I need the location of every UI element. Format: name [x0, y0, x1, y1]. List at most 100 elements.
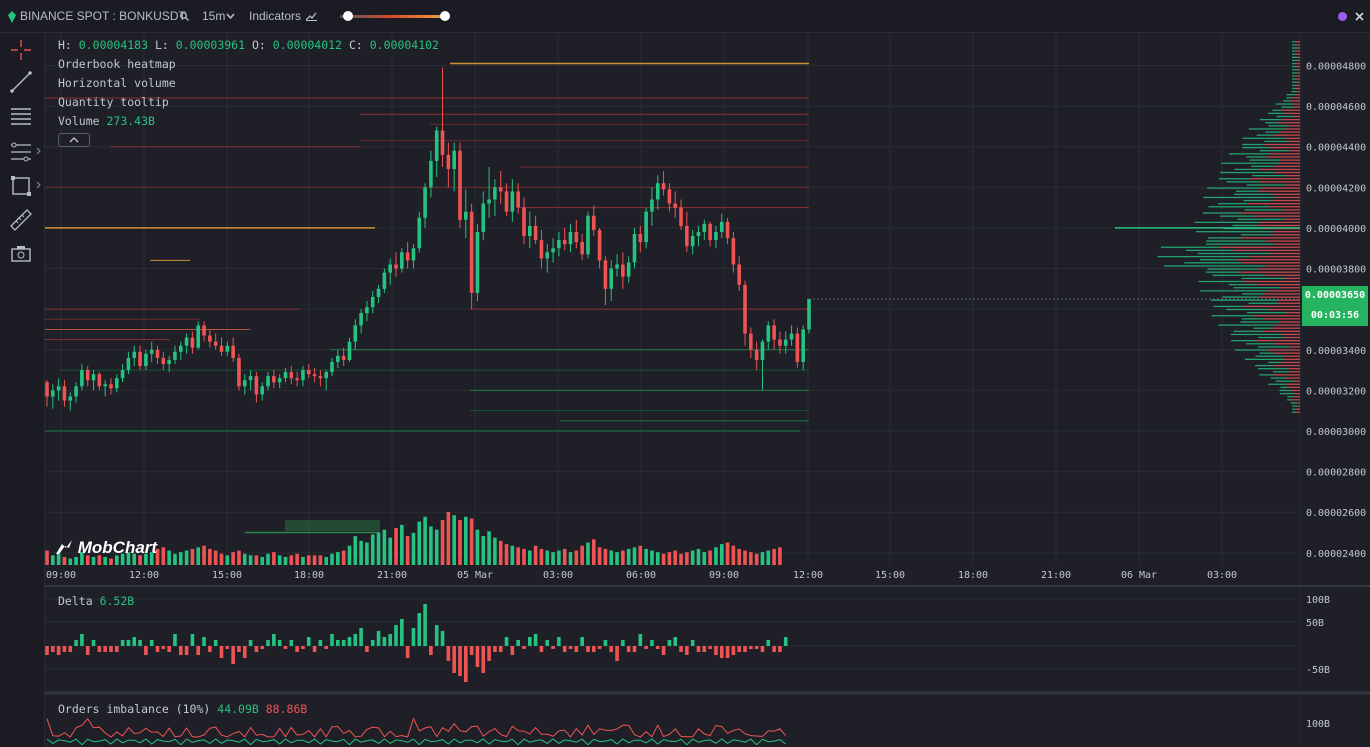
chevron-right-icon[interactable]	[36, 147, 41, 155]
delta-bar	[719, 646, 724, 658]
delta-bar	[411, 628, 416, 646]
candle-body	[56, 386, 61, 391]
delta-bar	[242, 646, 247, 658]
exchange-icon	[8, 11, 16, 23]
volume-profile-bar	[1282, 137, 1300, 139]
delta-bar	[149, 640, 154, 646]
volume-bar	[440, 520, 445, 565]
volume-bar	[155, 548, 160, 565]
volume-profile-bar	[1276, 115, 1295, 118]
orders-imbalance-legend[interactable]: Orders imbalance (10%) 44.09B 88.86B	[58, 702, 307, 716]
volume-profile-bar	[1265, 131, 1281, 133]
chevron-down-icon[interactable]	[226, 13, 235, 19]
camera-icon[interactable]	[8, 241, 34, 267]
volume-profile-bar	[1279, 389, 1293, 392]
candle-body	[254, 376, 259, 395]
imbalance-green-value: 44.09B	[217, 702, 259, 716]
range-slider-track[interactable]	[340, 15, 446, 18]
volume-bar	[696, 548, 701, 565]
volume-profile-bar	[1234, 349, 1268, 351]
horizontal-lines-icon[interactable]	[8, 103, 34, 129]
volume-profile-bar	[1289, 346, 1300, 348]
volume-profile-bar	[1259, 352, 1275, 354]
orderbook-heatmap-indicator[interactable]: Orderbook heatmap	[58, 57, 176, 71]
volume-profile-bar	[1207, 187, 1263, 189]
fib-icon[interactable]	[8, 139, 34, 165]
volume-profile-bar	[1295, 66, 1300, 68]
volume-profile-bar	[1287, 399, 1293, 401]
delta-bar	[219, 646, 224, 658]
volume-profile-bar	[1292, 62, 1296, 65]
indicators-button[interactable]: Indicators	[249, 9, 302, 23]
volume-profile-bar	[1294, 392, 1300, 395]
volume-profile-bar	[1274, 171, 1300, 174]
collapse-legend-button[interactable]	[58, 133, 90, 147]
delta-bar	[167, 646, 171, 652]
delta-bar	[161, 646, 166, 649]
delta-bar	[580, 637, 584, 646]
candle-body	[591, 215, 596, 230]
volume-bar	[277, 555, 282, 565]
volume-profile-bar	[1259, 118, 1282, 121]
chevron-right-icon[interactable]	[36, 181, 41, 189]
horizontal-volume-indicator[interactable]: Horizontal volume	[58, 76, 176, 90]
ohlc-legend: H: 0.00004183 L: 0.00003961 O: 0.0000401…	[58, 38, 439, 52]
x-tick-label: 21:00	[1041, 570, 1071, 581]
last-price-tag: 0.00003650 00:03:56	[1302, 286, 1368, 326]
volume-profile-bar	[1248, 302, 1279, 304]
delta-bar	[743, 646, 747, 652]
volume-bar	[62, 556, 67, 565]
volume-bar	[161, 547, 166, 565]
volume-profile-bar	[1236, 259, 1300, 261]
imbalance-red-value: 88.86B	[265, 702, 308, 716]
delta-legend[interactable]: Delta 6.52B	[58, 594, 134, 608]
candle-body	[405, 252, 410, 261]
delta-bar	[62, 646, 67, 652]
delta-bar	[394, 625, 398, 646]
candle-body	[685, 225, 689, 247]
trend-line-icon[interactable]	[8, 69, 34, 95]
status-dot[interactable]	[1338, 12, 1347, 21]
volume-bar	[184, 550, 189, 565]
volume-bar	[545, 550, 550, 565]
volume-profile-bar	[1294, 75, 1300, 77]
range-slider-min-handle[interactable]	[343, 11, 353, 21]
delta-bar	[685, 646, 689, 655]
candle-body	[178, 345, 183, 352]
volume-profile-bar	[1197, 252, 1271, 255]
close-icon[interactable]	[1355, 12, 1364, 21]
search-icon[interactable]	[180, 12, 189, 21]
volume-bar	[68, 558, 73, 565]
delta-bar	[144, 646, 148, 655]
volume-bar	[527, 550, 532, 565]
symbol-label[interactable]: BINANCE SPOT : BONKUSDT	[20, 9, 186, 23]
volume-profile-bar	[1274, 352, 1300, 354]
candle-body	[132, 351, 137, 358]
y-tick-label: 0.00002800	[1306, 468, 1366, 479]
volume-profile-bar	[1272, 109, 1283, 111]
indicators-icon[interactable]	[306, 12, 317, 21]
interval-select[interactable]: 15m	[202, 9, 226, 23]
volume-bar	[568, 552, 573, 565]
volume-bar	[458, 520, 462, 565]
candle-body	[783, 339, 788, 346]
crosshair-icon[interactable]	[8, 37, 34, 63]
volume-bar	[353, 536, 358, 565]
quantity-tooltip-indicator[interactable]: Quantity tooltip	[58, 95, 169, 109]
volume-profile-bar	[1284, 277, 1300, 280]
rectangle-icon[interactable]	[8, 173, 34, 199]
imbalance-label: Orders imbalance (10%)	[58, 702, 211, 716]
range-slider-max-handle[interactable]	[440, 11, 450, 21]
x-tick-label: 12:00	[793, 570, 823, 581]
volume-indicator[interactable]: Volume 273.43B	[58, 114, 155, 128]
candle-body	[481, 203, 486, 232]
delta-bar	[452, 646, 456, 673]
volume-profile-bar	[1242, 212, 1300, 214]
delta-bar	[772, 646, 776, 652]
candle-body	[62, 386, 67, 401]
volume-profile-bar	[1244, 209, 1284, 211]
volume-profile-bar	[1297, 69, 1300, 71]
ruler-icon[interactable]	[8, 207, 34, 233]
delta-bar	[85, 646, 90, 655]
